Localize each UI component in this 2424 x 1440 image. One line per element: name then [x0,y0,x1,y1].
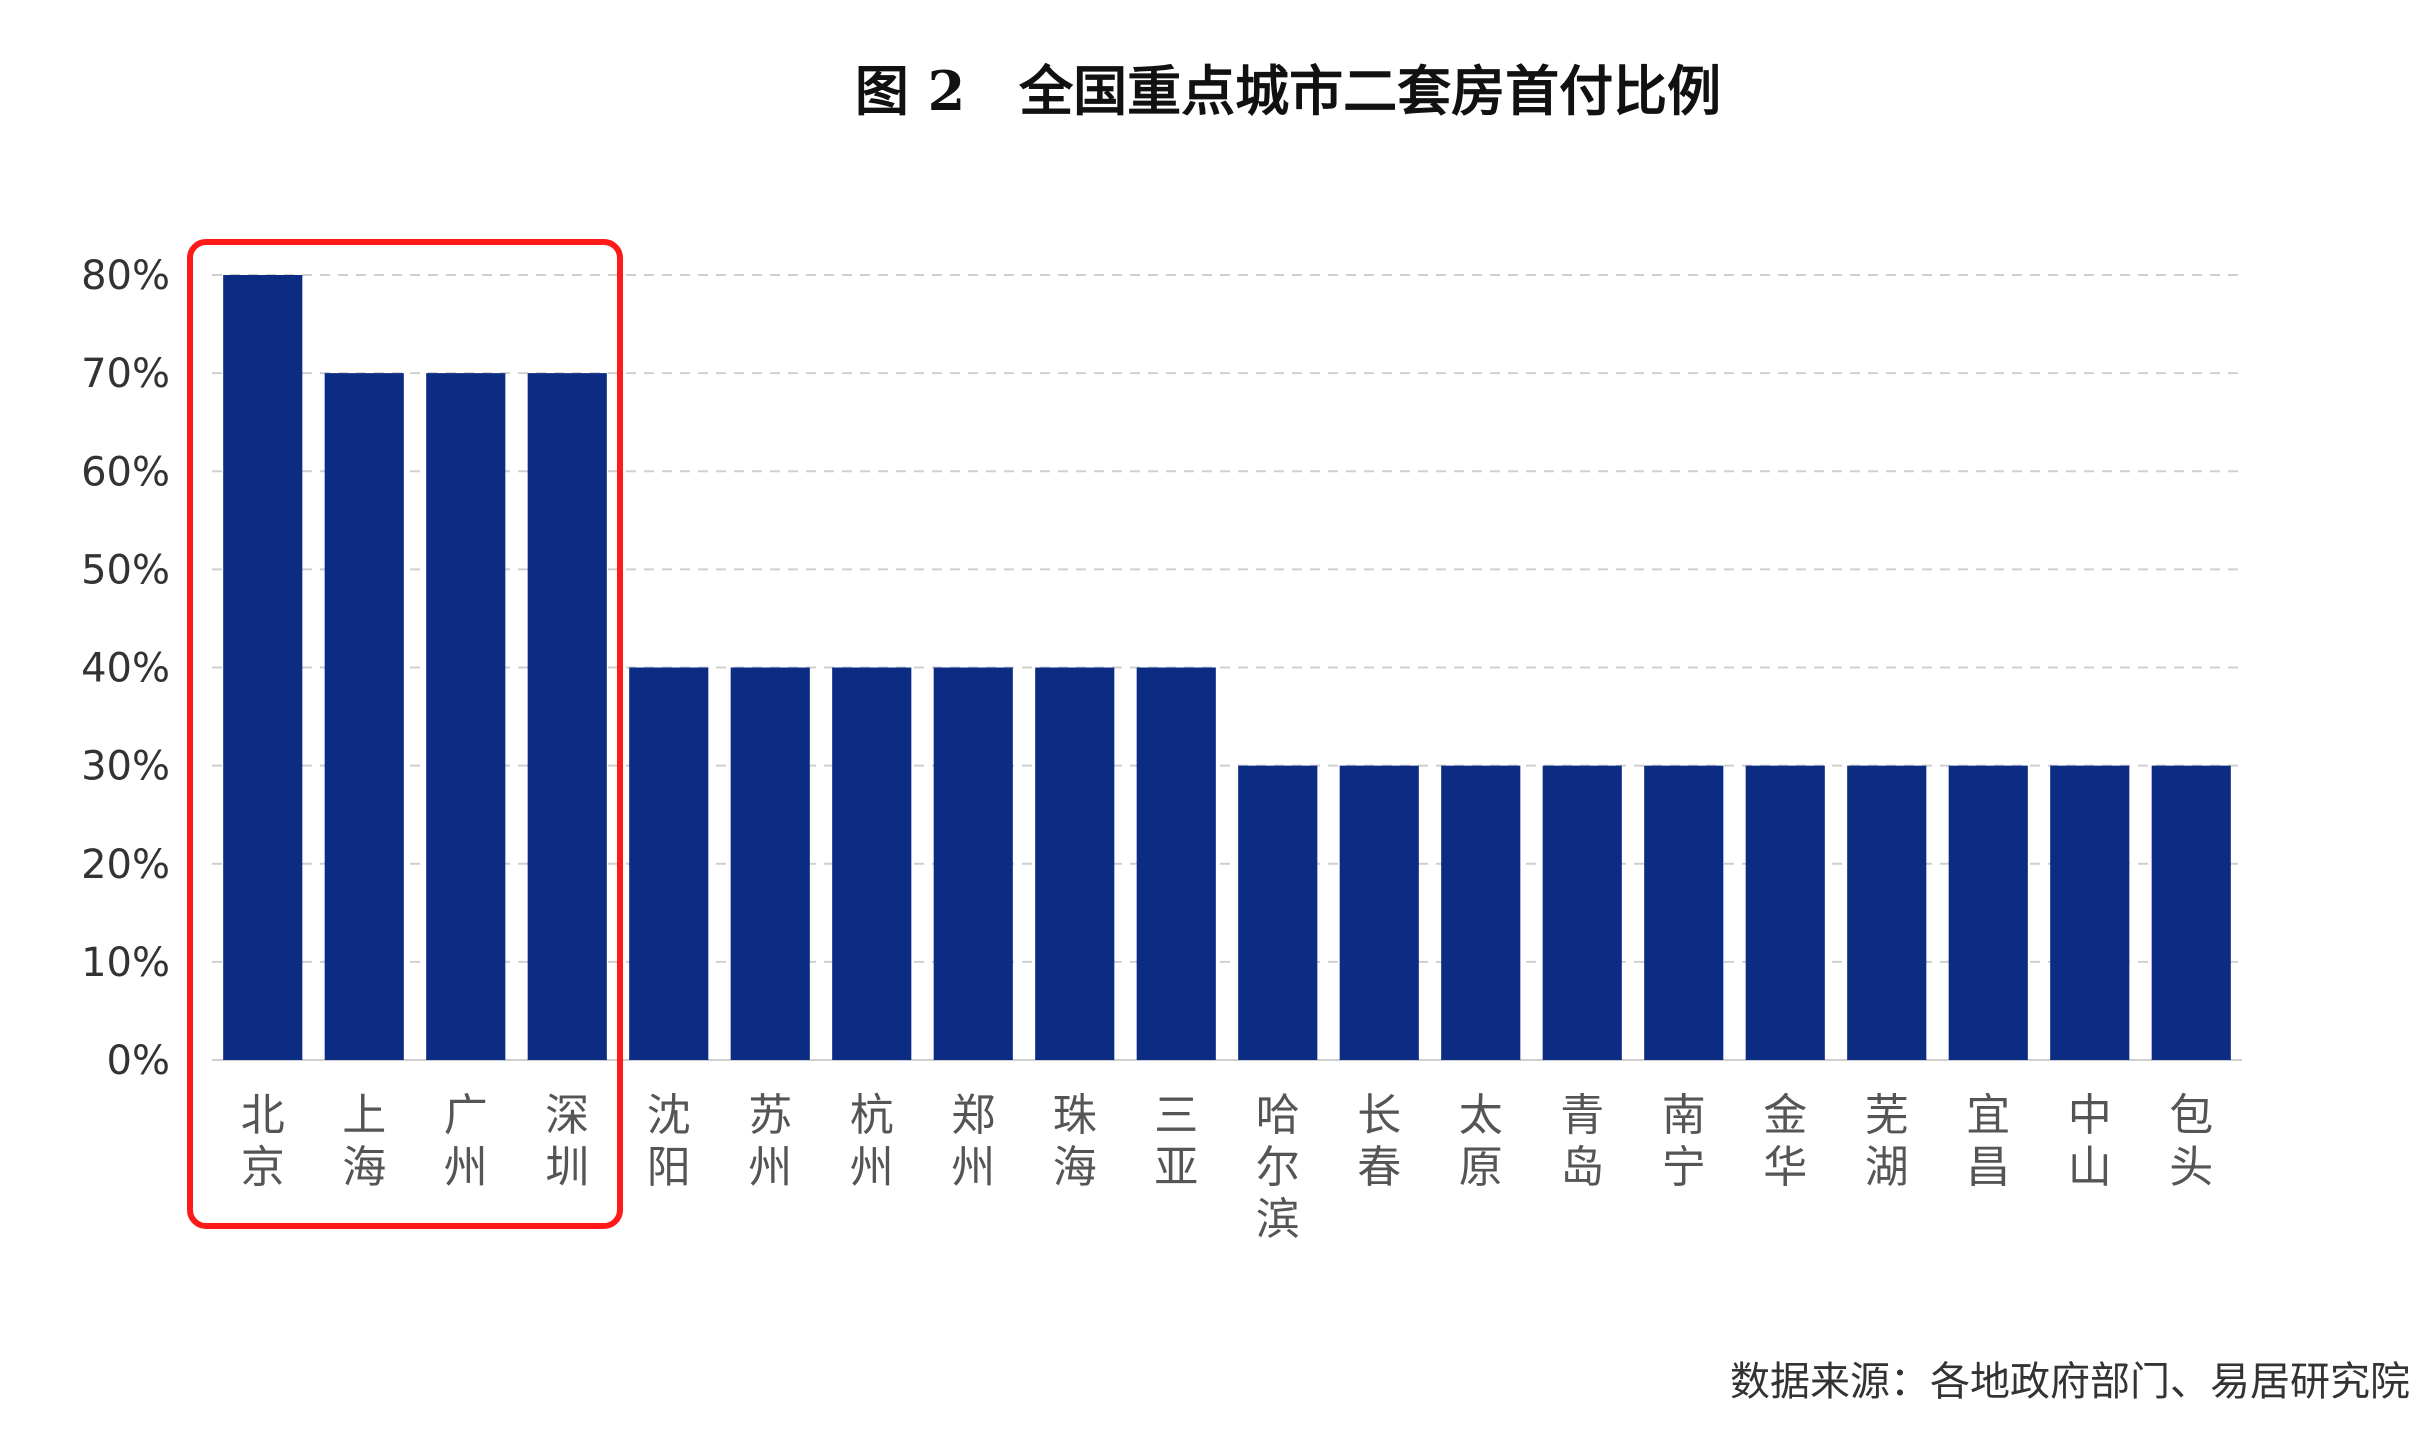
y-tick-label: 0% [107,1038,170,1084]
bar-中山 [2050,765,2130,1060]
highlight-box [187,239,623,1229]
y-tick-label: 40% [81,646,170,692]
y-tick-label: 10% [81,940,170,986]
category-label-中山: 中山 [2068,1090,2112,1193]
bar-上海 [324,373,404,1060]
category-label-沈阳: 沈阳 [647,1090,691,1193]
category-label-南宁: 南宁 [1662,1090,1706,1193]
y-tick-label: 50% [81,547,170,593]
bar-哈尔滨 [1238,765,1318,1060]
category-label-长春: 长春 [1357,1090,1401,1193]
category-label-金华: 金华 [1763,1090,1807,1193]
bar-青岛 [1542,765,1622,1060]
bar-郑州 [933,667,1013,1060]
bar-长春 [1339,765,1419,1060]
bars [223,275,2231,1060]
category-label-太原: 太原 [1459,1090,1503,1193]
category-label-芜湖: 芜湖 [1865,1090,1909,1193]
bar-苏州 [730,667,810,1060]
category-label-三亚: 三亚 [1154,1090,1198,1193]
category-label-杭州: 杭州 [850,1090,894,1193]
bar-北京 [223,275,303,1060]
bar-深圳 [527,373,607,1060]
y-tick-label: 30% [81,744,170,790]
category-label-宜昌: 宜昌 [1966,1090,2010,1193]
bar-太原 [1441,765,1521,1060]
category-label-包头: 包头 [2169,1090,2213,1193]
category-label-北京: 北京 [241,1090,285,1193]
category-label-上海: 上海 [342,1090,386,1193]
source-note: 数据来源：各地政府部门、易居研究院 [1730,1359,2410,1405]
y-tick-label: 80% [81,253,170,299]
category-label-珠海: 珠海 [1053,1090,1097,1193]
bar-宜昌 [1948,765,2028,1060]
y-tick-label: 70% [81,351,170,397]
bar-包头 [2151,765,2231,1060]
bar-珠海 [1035,667,1115,1060]
bar-芜湖 [1847,765,1927,1060]
y-tick-label: 20% [81,842,170,888]
y-tick-label: 60% [81,449,170,495]
category-label-郑州: 郑州 [951,1090,995,1193]
category-label-深圳: 深圳 [545,1090,589,1193]
bar-广州 [426,373,506,1060]
bar-杭州 [832,667,912,1060]
bar-沈阳 [629,667,709,1060]
category-label-广州: 广州 [444,1090,488,1193]
bar-南宁 [1644,765,1724,1060]
category-label-苏州: 苏州 [748,1090,792,1193]
category-label-青岛: 青岛 [1560,1090,1604,1193]
category-label-哈尔滨: 哈尔滨 [1256,1090,1300,1245]
y-axis-ticks: 0% 10% 20% 30% 40% 50% 60% 70% 80% [81,253,170,1084]
bar-三亚 [1136,667,1216,1060]
chart-title: 图 2 全国重点城市二套房首付比例 [855,59,1721,123]
bar-金华 [1745,765,1825,1060]
gridlines [212,274,2242,1061]
